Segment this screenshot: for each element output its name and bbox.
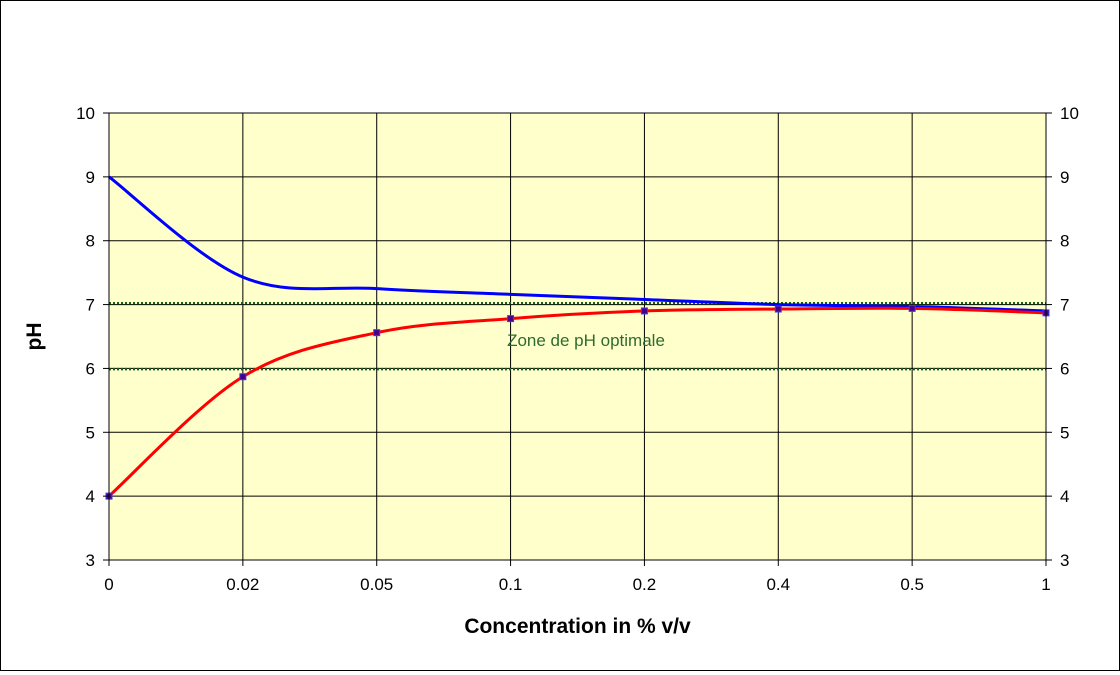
y-tick-label: 6 <box>86 359 95 378</box>
y2-tick-label: 7 <box>1060 296 1069 315</box>
y2-tick-label: 8 <box>1060 232 1069 251</box>
x-axis-title: Concentration in % v/v <box>464 615 691 638</box>
plot-area <box>109 113 1046 560</box>
data-point-marker <box>373 329 381 337</box>
axes <box>103 112 1052 566</box>
y2-tick-label: 10 <box>1060 104 1079 123</box>
data-point-marker <box>239 373 247 381</box>
x-tick-label: 0.05 <box>360 575 393 594</box>
data-point-marker <box>640 307 648 315</box>
x-tick-label: 0.1 <box>499 575 523 594</box>
y2-tick-label: 3 <box>1060 551 1069 570</box>
x-tick-label: 0.2 <box>633 575 657 594</box>
y-tick-label: 9 <box>86 168 95 187</box>
data-point-marker <box>507 315 515 323</box>
data-point-marker <box>774 305 782 313</box>
data-point-marker <box>908 304 916 312</box>
y-tick-label: 5 <box>86 423 95 442</box>
y2-tick-label: 5 <box>1060 423 1069 442</box>
x-tick-label: 0.5 <box>900 575 924 594</box>
optimal-zone-annotation: Zone de pH optimale <box>507 331 665 350</box>
y-axis-title: pH <box>23 323 46 351</box>
series-line-1 <box>108 175 1047 313</box>
y2-tick-label: 4 <box>1060 487 1069 506</box>
y2-tick-label: 6 <box>1060 359 1069 378</box>
y-tick-label: 3 <box>86 551 95 570</box>
tick-labels: 3 4 5 6 7 8 9 10 3 4 5 6 7 8 9 10 0 0.02 0.05 0.1 0.2 0.4 0.5 1 <box>76 104 1079 594</box>
y-tick-label: 8 <box>86 232 95 251</box>
y-tick-label: 10 <box>76 104 95 123</box>
reference-lines <box>109 302 1046 371</box>
y-tick-label: 7 <box>86 296 95 315</box>
x-tick-label: 0 <box>104 575 113 594</box>
x-tick-label: 1 <box>1041 575 1050 594</box>
y2-tick-label: 9 <box>1060 168 1069 187</box>
y-tick-label: 4 <box>86 487 95 506</box>
x-tick-label: 0.02 <box>226 575 259 594</box>
x-tick-label: 0.4 <box>766 575 790 594</box>
